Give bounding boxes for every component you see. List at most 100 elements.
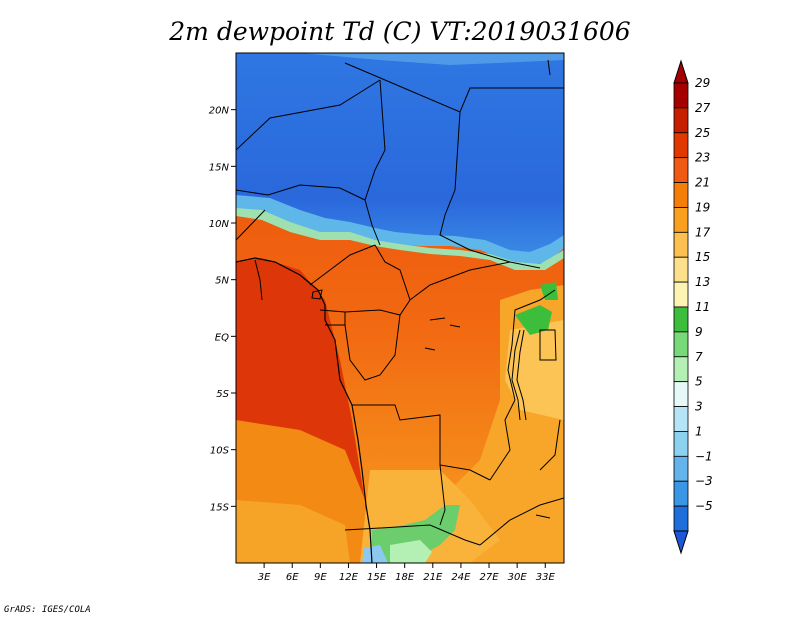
lon-tick-label: 18E xyxy=(395,572,415,583)
lat-tick-label: 20N xyxy=(209,106,230,117)
lat-tick-label: 10N xyxy=(209,219,230,230)
south-atlantic-dry-region xyxy=(236,500,350,563)
border-eq-guinea xyxy=(319,309,346,326)
colorbar-segment xyxy=(673,256,689,283)
colorbar-label: 19 xyxy=(695,200,710,214)
lon-tick-label: 30E xyxy=(508,572,528,583)
colorbar-segment xyxy=(673,505,689,532)
border-nigeria-coast xyxy=(254,259,263,301)
colorbar-label: 15 xyxy=(695,250,710,264)
colorbar-label: 27 xyxy=(695,101,711,115)
colorbar-label: −5 xyxy=(695,499,713,513)
green-patch-east xyxy=(515,305,552,335)
lat-tick-label: 5S xyxy=(216,389,229,400)
border-zambia-zimbabwe xyxy=(479,497,564,546)
bioko-island xyxy=(311,289,323,300)
border-niger-chad xyxy=(364,79,386,246)
lon-tick-label: 27E xyxy=(480,572,500,583)
colorbar-segment xyxy=(673,157,689,183)
border-angola-namibia xyxy=(344,524,481,546)
colorbar-segment xyxy=(673,455,689,482)
lon-tick-label: 15E xyxy=(367,572,387,583)
colorbar-segment xyxy=(673,480,689,507)
blue-patch-south xyxy=(362,545,388,563)
colorbar-label: 11 xyxy=(695,300,710,314)
colorbar-segment xyxy=(673,107,689,134)
transition-band xyxy=(236,195,564,266)
border-chad-sudan xyxy=(439,111,511,263)
colorbar-segment xyxy=(673,381,689,407)
rivers-congo xyxy=(424,317,461,351)
border-algeria-niger xyxy=(236,79,381,151)
colorbar-label: −1 xyxy=(695,449,713,463)
north-edge-region xyxy=(236,53,564,65)
lon-tick-label: 9E xyxy=(314,572,327,583)
colorbar-segment xyxy=(673,207,689,233)
colorbar-segment xyxy=(673,231,689,258)
border-drc-east xyxy=(489,289,556,481)
colorbar-segment xyxy=(673,406,689,432)
colorbar-label: 29 xyxy=(695,76,710,90)
colorbar-label: 25 xyxy=(695,126,710,140)
colorbar-label: 5 xyxy=(695,375,703,389)
lightgreen-patch-south xyxy=(390,540,432,563)
colorbar-label: 3 xyxy=(695,400,703,414)
lat-tick-label: EQ xyxy=(215,332,229,343)
lat-tick-label: 10S xyxy=(210,446,230,457)
dry-sahel-region xyxy=(236,53,564,262)
country-borders xyxy=(236,59,564,546)
colorbar-label: 17 xyxy=(695,225,711,239)
colorbar: 29 27 25 23 21 19 17 15 13 11 9 7 5 3 1 −1 −3 −5 xyxy=(673,59,713,555)
colorbar-segment xyxy=(673,281,689,308)
border-congo xyxy=(344,314,401,381)
colorbar-top-arrow xyxy=(673,59,689,84)
lon-tick-label: 3E xyxy=(258,572,271,583)
colorbar-label: 1 xyxy=(695,424,703,438)
border-cameroon-nigeria xyxy=(309,244,376,286)
colorbar-segment xyxy=(673,356,689,383)
lon-tick-label: 21E xyxy=(423,572,443,583)
colorbar-label: 23 xyxy=(695,151,710,165)
colorbar-label: 7 xyxy=(695,350,703,364)
coastline xyxy=(236,257,373,563)
colorbar-label: 13 xyxy=(695,275,710,289)
colorbar-segment xyxy=(673,331,689,358)
map-title: 2m dewpoint Td (C) VT:2019031606 xyxy=(168,17,631,46)
colorbar-label: 9 xyxy=(695,325,703,339)
transition-green-band xyxy=(236,208,564,270)
lon-tick-label: 33E xyxy=(536,572,556,583)
lat-tick-label: 5N xyxy=(215,276,229,287)
latitude-axis: 20N 15N 10N 5N EQ 5S 10S 15S xyxy=(209,106,236,513)
dewpoint-field xyxy=(236,53,564,563)
border-egypt xyxy=(547,59,551,76)
longitude-axis: 3E 6E 9E 12E 15E 18E 21E 24E 27E 30E 33E xyxy=(258,563,556,583)
lake-victoria-outline xyxy=(539,329,557,361)
lon-tick-label: 24E xyxy=(451,572,471,583)
lake-kariba xyxy=(535,514,551,519)
border-angola-zambia xyxy=(439,464,446,526)
great-lakes-region xyxy=(505,320,564,420)
border-niger-nigeria xyxy=(236,184,366,201)
map-frame xyxy=(235,52,565,564)
lat-tick-label: 15S xyxy=(210,502,230,513)
lake-tanganyika-west xyxy=(511,329,521,421)
colorbar-bottom-arrow xyxy=(673,530,689,555)
border-malawi xyxy=(539,419,561,471)
lake-tanganyika-east xyxy=(516,329,527,421)
colorbar-segment xyxy=(673,182,689,208)
colorbar-segment xyxy=(673,306,689,333)
border-cameroon-car xyxy=(374,244,411,301)
colorbar-segment xyxy=(673,431,689,457)
border-car xyxy=(344,261,541,316)
colorbar-segment xyxy=(673,82,689,109)
lon-tick-label: 6E xyxy=(286,572,299,583)
grads-credit: GrADS: IGES/COLA xyxy=(4,605,91,615)
colorbar-label: −3 xyxy=(695,474,713,488)
colorbar-label: 21 xyxy=(695,176,710,190)
border-drc-angola xyxy=(352,404,491,481)
lat-tick-label: 15N xyxy=(209,162,230,173)
lon-tick-label: 12E xyxy=(339,572,359,583)
colorbar-segment xyxy=(673,132,689,159)
green-patch-ne xyxy=(540,282,558,300)
